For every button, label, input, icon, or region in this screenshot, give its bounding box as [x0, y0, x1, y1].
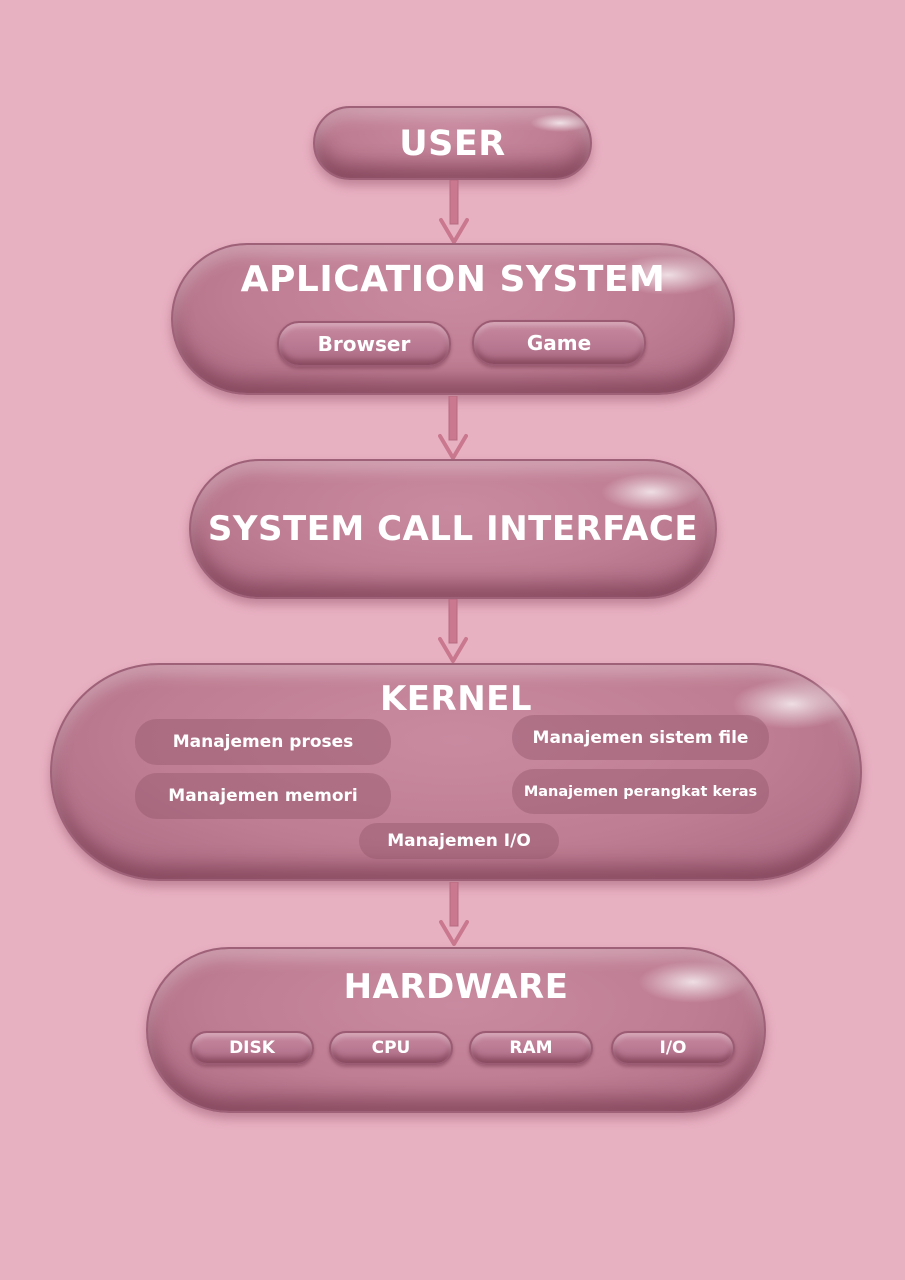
user-layer: USER: [313, 106, 592, 180]
arrow-down-icon: [438, 599, 468, 663]
hardware-title: HARDWARE: [343, 967, 569, 1007]
hardware-layer: HARDWARE DISK CPU RAM I/O: [146, 947, 766, 1113]
arrow-down-icon: [439, 180, 469, 244]
kernel-layer: KERNEL Manajemen proses Manajemen sistem…: [50, 663, 862, 881]
pill-highlight: [613, 255, 723, 295]
user-title: USER: [399, 124, 506, 164]
kernel-item-perangkat-keras: Manajemen perangkat keras: [512, 769, 769, 814]
hw-item-disk: DISK: [190, 1031, 314, 1065]
syscall-layer: SYSTEM CALL INTERFACE: [189, 459, 717, 599]
hw-item-ram: RAM: [469, 1031, 593, 1065]
application-title: APLICATION SYSTEM: [240, 259, 666, 300]
arrow-down-icon: [439, 882, 469, 946]
app-item-browser: Browser: [277, 321, 451, 367]
application-layer: APLICATION SYSTEM Browser Game: [171, 243, 735, 395]
kernel-item-memori: Manajemen memori: [135, 773, 391, 819]
kernel-item-sistem-file: Manajemen sistem file: [512, 715, 769, 760]
pill-highlight: [530, 114, 590, 132]
pill-highlight: [732, 679, 852, 729]
kernel-title: KERNEL: [379, 679, 533, 719]
arrow-down-icon: [438, 396, 468, 460]
hw-item-io: I/O: [611, 1031, 735, 1065]
hw-item-cpu: CPU: [329, 1031, 453, 1065]
kernel-item-io: Manajemen I/O: [359, 823, 559, 859]
pill-highlight: [601, 473, 701, 511]
pill-highlight: [638, 961, 748, 1003]
kernel-item-proses: Manajemen proses: [135, 719, 391, 765]
syscall-title: SYSTEM CALL INTERFACE: [207, 509, 699, 549]
app-item-game: Game: [472, 320, 646, 366]
